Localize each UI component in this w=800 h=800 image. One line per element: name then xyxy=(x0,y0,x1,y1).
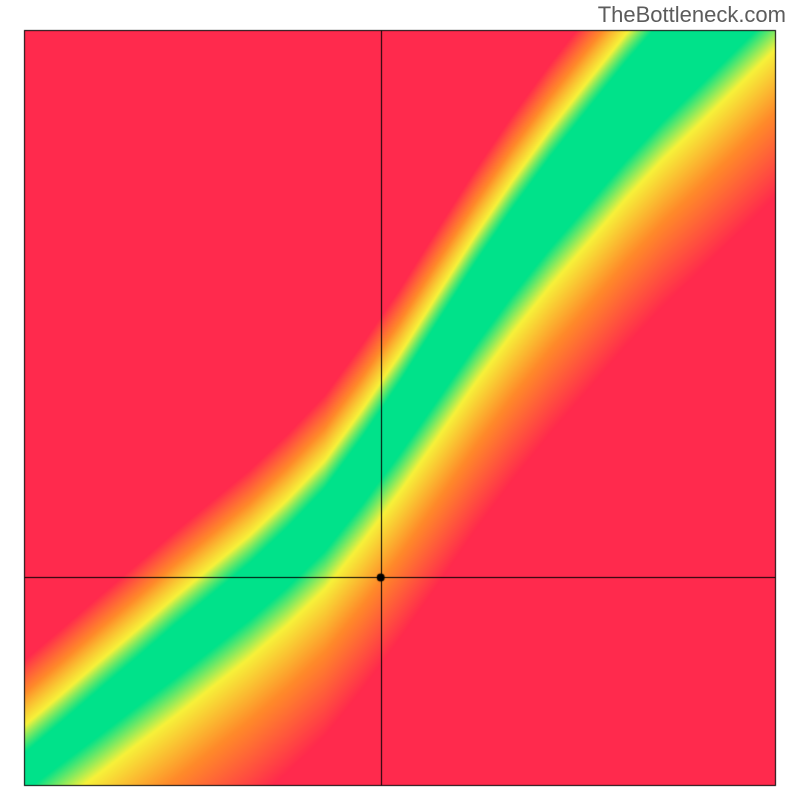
bottleneck-heatmap xyxy=(0,0,800,800)
chart-container: TheBottleneck.com xyxy=(0,0,800,800)
watermark-label: TheBottleneck.com xyxy=(598,2,786,28)
